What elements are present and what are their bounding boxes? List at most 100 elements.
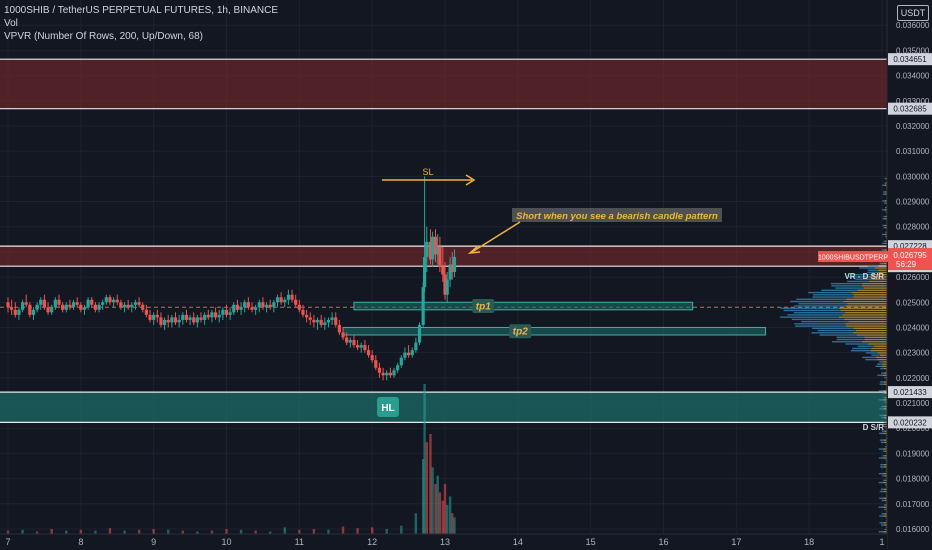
volume-profile-bar (879, 432, 884, 435)
volume-bar (137, 529, 141, 534)
volume-profile-bar (878, 457, 884, 459)
current-countdown: 56:29 (896, 260, 917, 269)
volume-bar (79, 529, 83, 534)
volume-profile-bar (884, 499, 887, 502)
candle-body (441, 267, 445, 275)
volume-profile-bar (857, 289, 887, 292)
volume-bar (423, 384, 426, 534)
volume-profile-bar (885, 370, 887, 372)
candle-body (224, 309, 229, 315)
candle-body (374, 360, 378, 368)
volume-profile-bar (883, 463, 887, 466)
volume-profile-bar (882, 184, 885, 186)
sl-label: SL (422, 167, 433, 177)
candle-body (152, 314, 156, 320)
candle-body (421, 287, 425, 325)
price-tag-box (888, 416, 932, 429)
x-tick-label: 11 (295, 537, 304, 547)
volume-profile-bar (871, 273, 887, 276)
volume-profile-bar (881, 499, 885, 502)
volume-bar (453, 517, 456, 534)
volume-profile-bar (875, 365, 882, 368)
x-tick-label: 14 (513, 537, 523, 547)
volume-profile-bar (780, 307, 840, 309)
volume-bar (210, 530, 214, 534)
volume-profile-bar (885, 477, 887, 479)
volume-profile-bar (884, 430, 887, 432)
candle-body (97, 304, 101, 310)
volume-profile-bar (883, 414, 887, 417)
candle-body (410, 350, 414, 356)
volume-profile-bar (872, 278, 887, 280)
candle-body (345, 337, 349, 343)
price-tag-box (888, 102, 932, 115)
candle-body (286, 294, 291, 300)
legend-symbol[interactable]: 1000SHIB / TetherUS PERPETUAL FUTURES, 1… (4, 5, 278, 16)
legend-vpvr[interactable]: VPVR (Number Of Rows, 200, Up/Down, 68) (4, 31, 203, 42)
volume-profile-bar (884, 200, 887, 202)
y-tick-label: 0.035000 (896, 46, 930, 55)
candle-body (130, 304, 134, 308)
candle-body (141, 304, 145, 310)
candle-body (334, 317, 338, 325)
volume-profile-bar (883, 506, 887, 508)
candle-body (268, 304, 272, 308)
candle-body (86, 299, 90, 308)
volume-profile-bar (847, 280, 870, 283)
candle-body (64, 304, 68, 310)
y-tick-label: 0.021000 (896, 399, 930, 408)
volume-profile-bar (885, 193, 887, 195)
volume-profile-bar (885, 218, 887, 220)
volume-profile-bar (867, 271, 879, 274)
candle-body (166, 319, 170, 323)
candle-body (450, 264, 454, 273)
candle-body (348, 340, 352, 343)
price-tag-box (888, 53, 932, 66)
note-box (512, 208, 722, 222)
volume-profile-bar (863, 287, 887, 289)
volume-profile-bar (883, 481, 887, 484)
candle-body (312, 319, 316, 323)
volume-profile-bar (853, 327, 887, 330)
volume-profile-bar (873, 345, 887, 347)
volume-profile-bar (865, 358, 878, 361)
x-tick-label: 13 (440, 537, 450, 547)
volume-bar (269, 531, 272, 534)
candle-body (159, 317, 163, 325)
volume-profile-bar (852, 332, 887, 334)
candle-body (10, 307, 14, 310)
candle-body (24, 302, 28, 305)
candle-body (257, 302, 261, 308)
volume-profile-bar (879, 497, 884, 499)
volume-profile-bar (886, 244, 887, 247)
volume-profile-bar (885, 443, 887, 446)
y-tick-label: 0.031000 (896, 147, 930, 156)
volume-profile-bar (883, 531, 887, 533)
volume-profile-bar (857, 345, 874, 347)
volume-profile-bar (884, 441, 887, 444)
volume-profile-bar (884, 182, 886, 184)
volume-profile-bar (878, 271, 887, 274)
volume-bar (443, 484, 447, 534)
volume-bar (327, 529, 330, 534)
candle-body (57, 299, 61, 305)
volume-profile-bar (877, 352, 887, 354)
volume-profile-bar (884, 392, 887, 394)
candle-body (170, 317, 174, 323)
volume-profile-bar (851, 273, 872, 276)
volume-bar (6, 530, 10, 534)
volume-profile-bar (884, 372, 887, 374)
price-tag-label: 0.027228 (893, 242, 927, 251)
target-label-box (472, 299, 495, 314)
volume-bar (312, 529, 316, 534)
volume-profile-bar (794, 323, 846, 325)
volume-bar (448, 496, 452, 534)
candle-body (452, 256, 457, 273)
candle-body (90, 299, 94, 305)
candle-body (137, 302, 141, 305)
volume-profile-bar (783, 309, 841, 312)
candle-body (199, 317, 203, 320)
currency-button[interactable]: USDT (897, 5, 929, 21)
legend-volume[interactable]: Vol (4, 18, 18, 29)
